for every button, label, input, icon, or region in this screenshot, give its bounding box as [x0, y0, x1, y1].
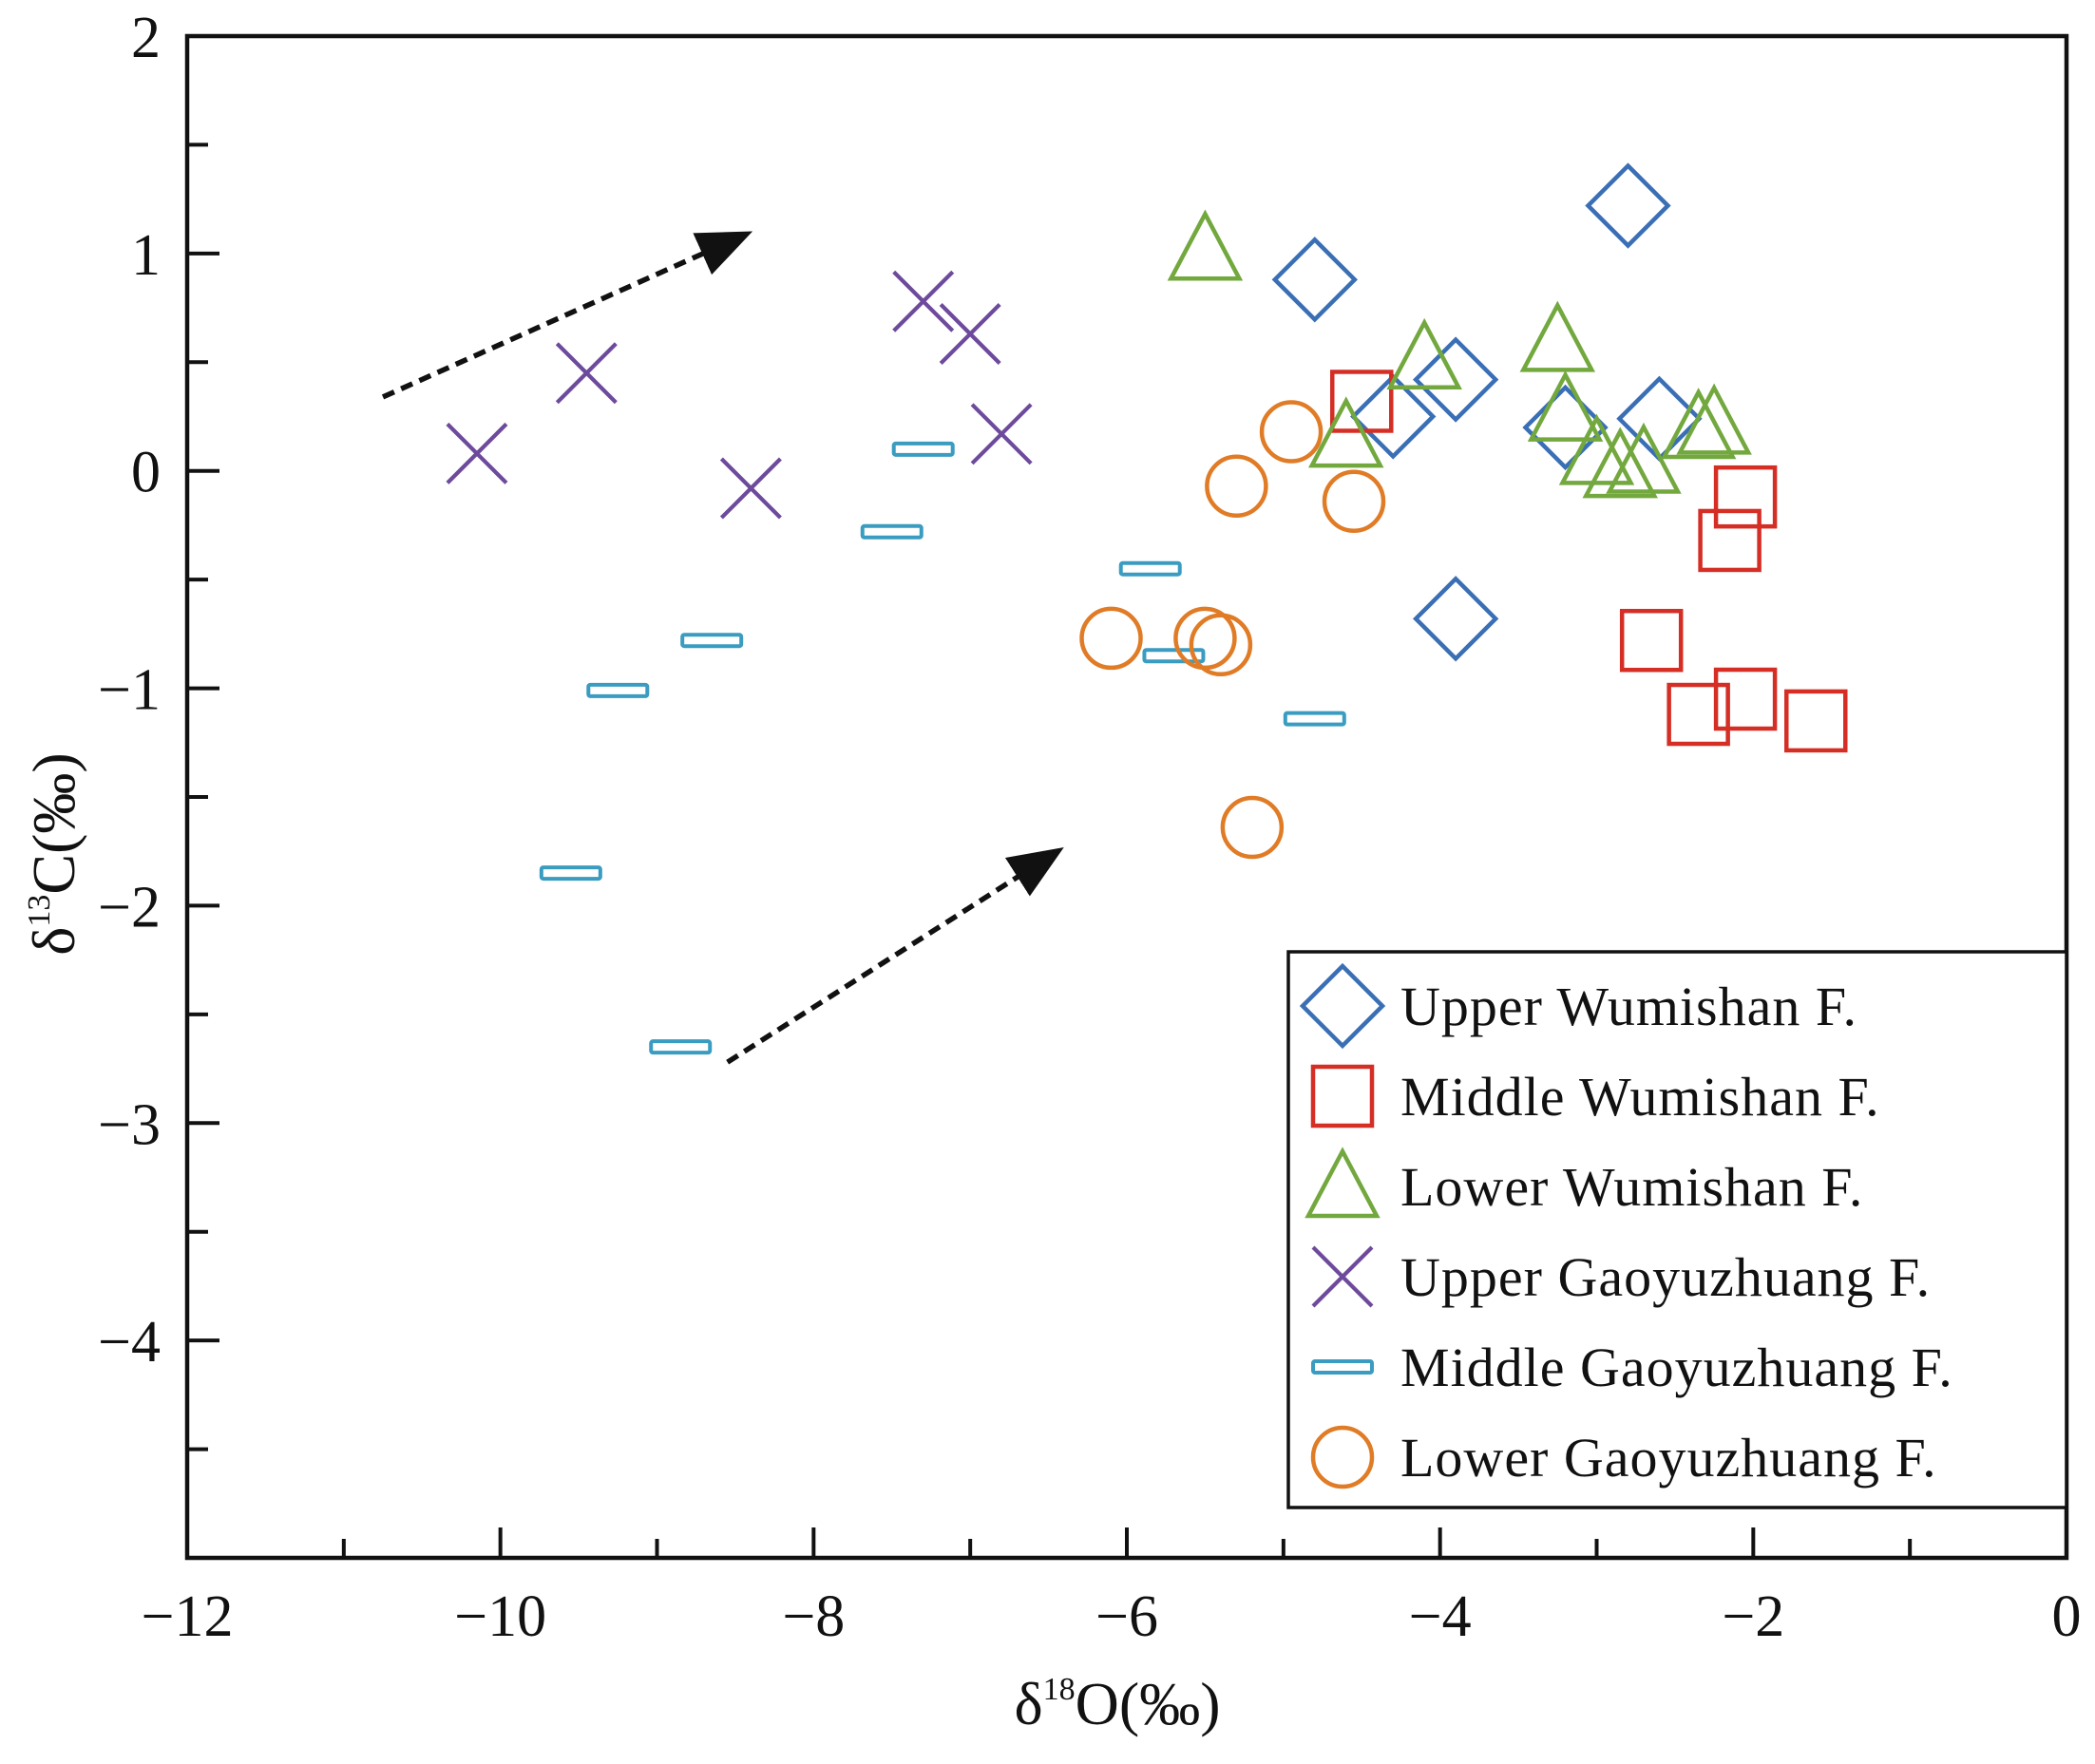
data-point — [1660, 388, 1737, 460]
data-point — [1189, 613, 1253, 677]
data-point — [649, 1039, 713, 1055]
data-point — [1585, 162, 1671, 249]
series-upper-gaoyuzhuang-f — [446, 270, 1033, 520]
data-point — [1167, 209, 1244, 281]
legend-label: Upper Gaoyuzhuang F. — [1400, 1246, 1931, 1308]
trend-arrow — [381, 231, 753, 400]
data-point — [586, 682, 650, 698]
data-point — [1527, 370, 1604, 442]
data-point — [446, 422, 508, 484]
data-point — [1619, 608, 1684, 673]
data-point — [1666, 682, 1730, 747]
series-lower-gaoyuzhuang-f — [1079, 400, 1386, 860]
axes: −12 −10 −8 −6 −4 −2 0 2 1 0 −1 −2 −3 −4 δ18O(‰) δ13C(‰) — [20, 6, 2082, 1737]
y-tick-label: 1 — [131, 223, 161, 288]
trend-arrows — [381, 231, 1064, 1065]
x-axis-title: δ18O(‰) — [1015, 1670, 1221, 1737]
legend-label: Lower Wumishan F. — [1400, 1156, 1863, 1218]
legend: Upper Wumishan F. Middle Wumishan F. Lower… — [1286, 950, 2068, 1509]
data-point — [1558, 413, 1635, 485]
legend-marker — [1310, 1064, 1375, 1129]
data-point — [1308, 396, 1384, 468]
legend-box — [1286, 950, 2068, 1509]
data-point — [1283, 711, 1346, 727]
data-point — [1220, 795, 1285, 860]
data-point — [1322, 469, 1386, 534]
data-point — [539, 865, 602, 882]
series-middle-gaoyuzhuang-f — [539, 441, 1346, 1055]
x-tick-label: −2 — [1722, 1584, 1784, 1649]
y-tick-label: 2 — [131, 6, 161, 70]
legend-marker — [1305, 1147, 1381, 1219]
legend-label: Upper Wumishan F. — [1400, 976, 1857, 1037]
data-point — [970, 403, 1033, 465]
legend-marker — [1311, 1245, 1374, 1308]
data-points — [446, 162, 1848, 1055]
legend-marker — [1311, 1359, 1374, 1375]
data-point — [1522, 384, 1609, 471]
legend-label: Lower Gaoyuzhuang F. — [1400, 1427, 1937, 1489]
data-point — [892, 270, 955, 332]
data-point — [1142, 648, 1206, 664]
data-point — [860, 523, 924, 540]
data-point — [1271, 237, 1358, 323]
legend-label: Middle Gaoyuzhuang F. — [1400, 1337, 1953, 1398]
y-axis-title: δ13C(‰) — [20, 752, 87, 955]
data-point — [1412, 336, 1499, 423]
data-point — [1784, 689, 1848, 753]
y-tick-label: −3 — [98, 1092, 161, 1157]
legend-label: Middle Wumishan F. — [1400, 1066, 1880, 1128]
y-tick-label: −2 — [98, 875, 161, 939]
data-point — [555, 342, 618, 405]
data-point — [1412, 576, 1499, 662]
x-tick-label: −6 — [1095, 1584, 1158, 1649]
series-lower-wumishan-f — [1167, 209, 1752, 499]
data-point — [1606, 422, 1682, 494]
y-tick-label: −1 — [98, 658, 161, 723]
x-tick-label: −4 — [1409, 1584, 1472, 1649]
data-point — [1582, 427, 1658, 499]
y-tick-label: 0 — [131, 441, 161, 505]
series-upper-wumishan-f — [1271, 162, 1703, 662]
data-point — [1386, 317, 1462, 389]
data-point — [1205, 454, 1268, 518]
data-point — [1713, 667, 1778, 731]
legend-marker — [1310, 1425, 1375, 1489]
trend-arrow — [726, 847, 1064, 1065]
y-tick-label: −4 — [98, 1310, 161, 1375]
data-point — [1698, 508, 1762, 573]
data-point — [680, 633, 744, 649]
data-point — [1713, 465, 1778, 529]
legend-marker — [1299, 962, 1386, 1050]
x-tick-label: −8 — [782, 1584, 845, 1649]
x-tick-label: −12 — [142, 1584, 234, 1649]
data-point — [939, 303, 1001, 366]
data-point — [1259, 400, 1324, 464]
data-point — [1118, 560, 1182, 577]
data-point — [1519, 300, 1596, 372]
series-middle-wumishan-f — [1330, 370, 1848, 753]
data-point — [1350, 373, 1437, 460]
data-point — [1079, 606, 1143, 671]
x-tick-label: −10 — [454, 1584, 546, 1649]
data-point — [891, 441, 955, 457]
data-point — [719, 457, 782, 520]
data-point — [1676, 383, 1752, 455]
data-point — [1330, 370, 1394, 433]
x-tick-label: 0 — [2052, 1584, 2082, 1649]
